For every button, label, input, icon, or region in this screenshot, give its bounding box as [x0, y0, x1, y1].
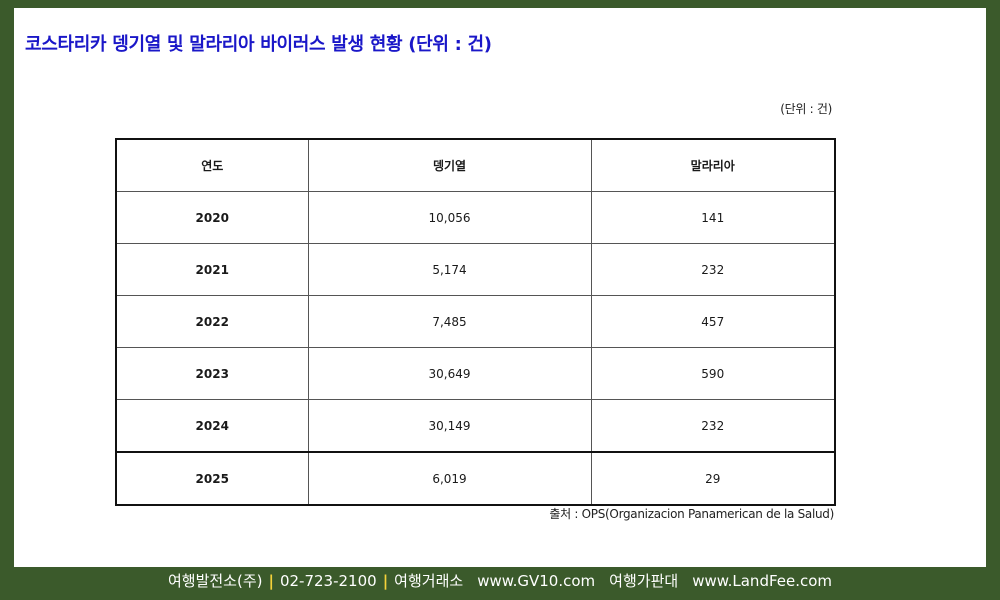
footer-site2-link[interactable]: www.LandFee.com — [692, 572, 833, 590]
cell-year: 2024 — [115, 399, 309, 453]
content-panel: 코스타리카 뎅기열 및 말라리아 바이러스 발생 현황 (단위 : 건) (단위… — [14, 8, 986, 567]
cell-dengue: 30,649 — [307, 347, 592, 400]
cell-year: 2023 — [115, 347, 309, 400]
cell-malaria: 29 — [590, 451, 836, 506]
footer-site1-label: 여행거래소 — [394, 572, 464, 590]
cell-year: 2020 — [115, 191, 309, 244]
table-header-row: 연도 뎅기열 말라리아 — [115, 138, 836, 192]
unit-note: (단위 : 건) — [780, 102, 832, 116]
footer-separator: | — [268, 572, 274, 590]
cell-year: 2021 — [115, 243, 309, 296]
table-row: 2021 5,174 232 — [115, 243, 836, 296]
footer-site1-link[interactable]: www.GV10.com — [477, 572, 596, 590]
incidence-table: 연도 뎅기열 말라리아 2020 10,056 141 2021 5,174 2… — [115, 138, 836, 506]
footer-company: 여행발전소(주) — [167, 572, 263, 590]
cell-malaria: 232 — [590, 399, 836, 453]
footer-phone: 02-723-2100 — [279, 572, 377, 590]
header-malaria: 말라리아 — [590, 138, 836, 192]
page-title: 코스타리카 뎅기열 및 말라리아 바이러스 발생 현황 (단위 : 건) — [25, 34, 492, 55]
footer-bar: 여행발전소(주) | 02-723-2100 | 여행거래소 www.GV10.com 여행… — [0, 568, 1000, 600]
cell-dengue: 7,485 — [307, 295, 592, 348]
table-row: 2020 10,056 141 — [115, 191, 836, 244]
source-note: 출처 : OPS(Organizacion Panamerican de la … — [549, 507, 834, 521]
footer-separator: | — [382, 572, 389, 590]
cell-malaria: 457 — [590, 295, 836, 348]
table-row: 2025 6,019 29 — [115, 451, 836, 506]
cell-year: 2025 — [115, 451, 309, 506]
cell-malaria: 590 — [590, 347, 836, 400]
cell-dengue: 30,149 — [307, 399, 592, 453]
cell-malaria: 141 — [590, 191, 836, 244]
table-row: 2023 30,649 590 — [115, 347, 836, 400]
footer-site2-label: 여행가판대 — [609, 572, 679, 590]
table-row: 2022 7,485 457 — [115, 295, 836, 348]
table-row: 2024 30,149 232 — [115, 399, 836, 453]
cell-dengue: 10,056 — [307, 191, 592, 244]
cell-dengue: 6,019 — [307, 451, 592, 506]
header-dengue: 뎅기열 — [307, 138, 592, 192]
cell-dengue: 5,174 — [307, 243, 592, 296]
cell-malaria: 232 — [590, 243, 836, 296]
cell-year: 2022 — [115, 295, 309, 348]
header-year: 연도 — [115, 138, 309, 192]
